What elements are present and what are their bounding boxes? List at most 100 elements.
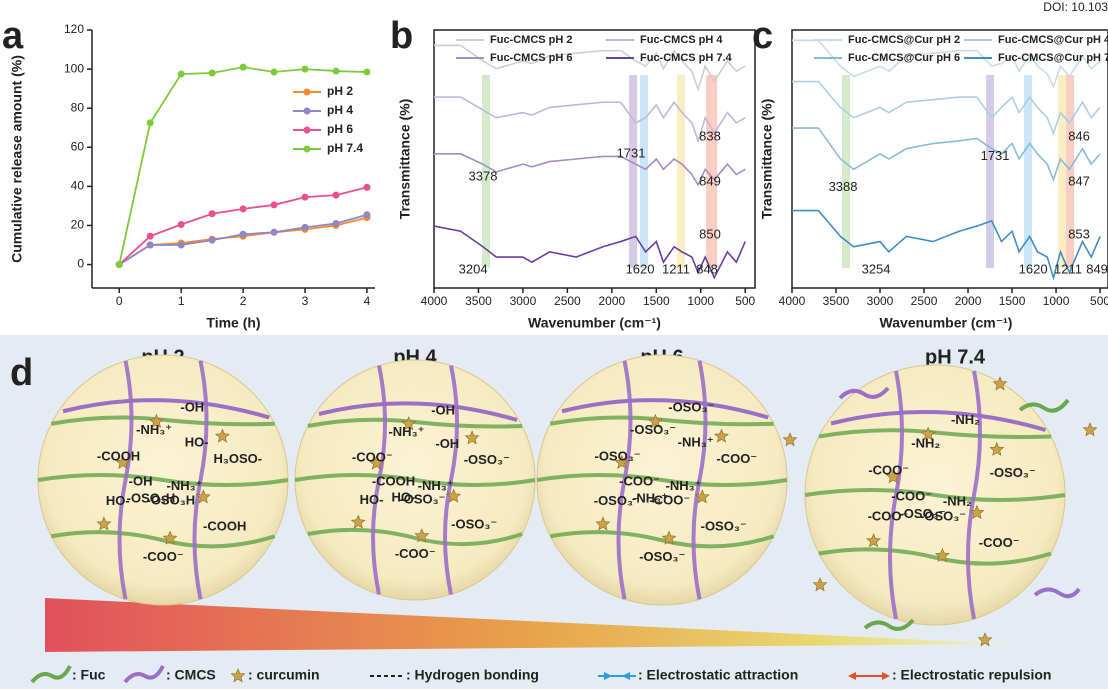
curcumin-star	[595, 516, 611, 531]
functional-group: -COO⁻	[352, 449, 393, 464]
fuc-chain	[536, 473, 788, 487]
legend-label: : Fuc	[72, 667, 106, 683]
fuc-chain	[804, 488, 1066, 502]
data-point	[146, 119, 154, 127]
highlight-band	[841, 75, 851, 268]
curcumin-star	[446, 488, 462, 503]
doi: DOI: 10.103	[1043, 0, 1108, 14]
data-point	[239, 63, 247, 71]
legend-fuc	[30, 665, 72, 684]
x-tick-label: 1	[178, 294, 185, 308]
legend-cmcs	[123, 665, 165, 684]
functional-group: -OSO₃⁻	[399, 492, 445, 507]
data-point	[239, 205, 247, 213]
functional-group: -COOH	[97, 449, 140, 464]
cmcs-chain	[838, 386, 890, 400]
curcumin-star	[369, 455, 384, 470]
functional-group: -OH	[431, 403, 455, 418]
peak-annotation: 838	[699, 129, 721, 144]
legend-label: pH 4	[327, 103, 353, 117]
highlight-band	[1066, 75, 1075, 268]
curcumin-star	[149, 413, 164, 428]
peak-annotation: 1731	[981, 148, 1010, 163]
cmcs-chain	[1033, 587, 1081, 599]
legend-label: : Electrostatic repulsion	[892, 667, 1051, 683]
plot-frame	[791, 29, 1108, 289]
x-axis-label: Wavenumber (cm⁻¹)	[880, 315, 1013, 331]
cmcs-chain	[966, 370, 982, 620]
curcumin-star	[977, 632, 993, 647]
functional-group: -COO⁻	[716, 451, 757, 466]
functional-group: -NH₂	[911, 435, 940, 450]
x-tick-label: 0	[116, 294, 123, 308]
x-tick-label: 500	[735, 294, 755, 308]
curcumin-star	[782, 432, 798, 447]
data-point	[115, 261, 123, 269]
highlight-band	[986, 75, 995, 268]
data-point	[363, 68, 371, 76]
x-tick-label: 1500	[999, 294, 1026, 308]
data-point	[208, 210, 216, 218]
curcumin-star	[614, 454, 630, 469]
x-tick-label: 1000	[1043, 294, 1070, 308]
curcumin-star	[969, 504, 985, 520]
functional-group: -COO⁻	[649, 493, 690, 508]
data-point	[332, 220, 340, 227]
functional-group: -NH₂	[951, 412, 980, 427]
data-point	[270, 201, 278, 209]
panel-label: d	[10, 352, 33, 394]
legend-label: Fuc-CMCS@Cur pH 6	[848, 52, 960, 64]
legend-label: Fuc-CMCS@Cur pH 2	[848, 34, 960, 46]
fuc-chain	[863, 618, 915, 631]
x-tick-label: 1500	[643, 294, 670, 308]
legend-label: Fuc-CMCS@Cur pH 4	[998, 34, 1108, 46]
highlight-band	[706, 75, 718, 268]
peak-annotation: 853	[1068, 227, 1090, 242]
peak-annotation: 846	[1068, 129, 1090, 144]
functional-group: -OSO₃⁻	[668, 400, 714, 415]
cmcs-chain	[117, 360, 134, 600]
functional-group: -OH	[435, 436, 459, 451]
curcumin-star	[96, 516, 112, 531]
peak-annotation: 3204	[459, 261, 488, 276]
curcumin-star	[661, 530, 677, 545]
peak-annotation: 1211	[1054, 261, 1082, 276]
data-point	[301, 223, 309, 231]
functional-group: -OSO₃⁻	[594, 493, 640, 508]
fuc-chain	[818, 428, 1052, 439]
x-tick-label: 2000	[955, 294, 982, 308]
curcumin-star	[812, 577, 828, 592]
y-tick-label: 40	[71, 179, 85, 193]
legend-label: Fuc-CMCS pH 2	[490, 34, 573, 46]
functional-group: -OSO₃⁻	[899, 506, 945, 521]
curcumin-star	[230, 668, 246, 683]
curcumin-star	[989, 441, 1005, 456]
functional-group: -COOH	[203, 518, 246, 533]
data-point	[239, 230, 247, 238]
peak-annotation: 3254	[862, 261, 891, 276]
curcumin-star	[648, 413, 663, 428]
x-tick-label: 2000	[598, 294, 625, 308]
peak-annotation: 1731	[617, 145, 646, 160]
functional-group: -NH₃⁺	[678, 434, 714, 449]
highlight-band	[482, 75, 491, 268]
functional-group: -COO⁻	[619, 473, 660, 488]
peak-annotation: 1620	[1019, 261, 1048, 276]
x-tick-label: 2	[240, 294, 247, 308]
legend-label: : curcumin	[248, 667, 320, 683]
curcumin-star	[714, 428, 729, 443]
series-line	[792, 127, 1101, 182]
fuc-chain	[1018, 398, 1070, 413]
x-tick-label: 3000	[510, 294, 537, 308]
data-point	[208, 236, 216, 244]
legend-label: : CMCS	[166, 667, 216, 683]
functional-group: HO-	[106, 493, 130, 508]
x-axis-label: Wavenumber (cm⁻¹)	[528, 315, 661, 331]
y-tick-label: 100	[64, 61, 84, 75]
cmcs-chain	[830, 409, 1047, 432]
highlight-band	[677, 75, 686, 268]
data-point	[146, 241, 154, 249]
legend-marker	[303, 145, 311, 153]
functional-group: -OSO₃⁻	[990, 465, 1036, 480]
curcumin-star	[694, 489, 710, 504]
